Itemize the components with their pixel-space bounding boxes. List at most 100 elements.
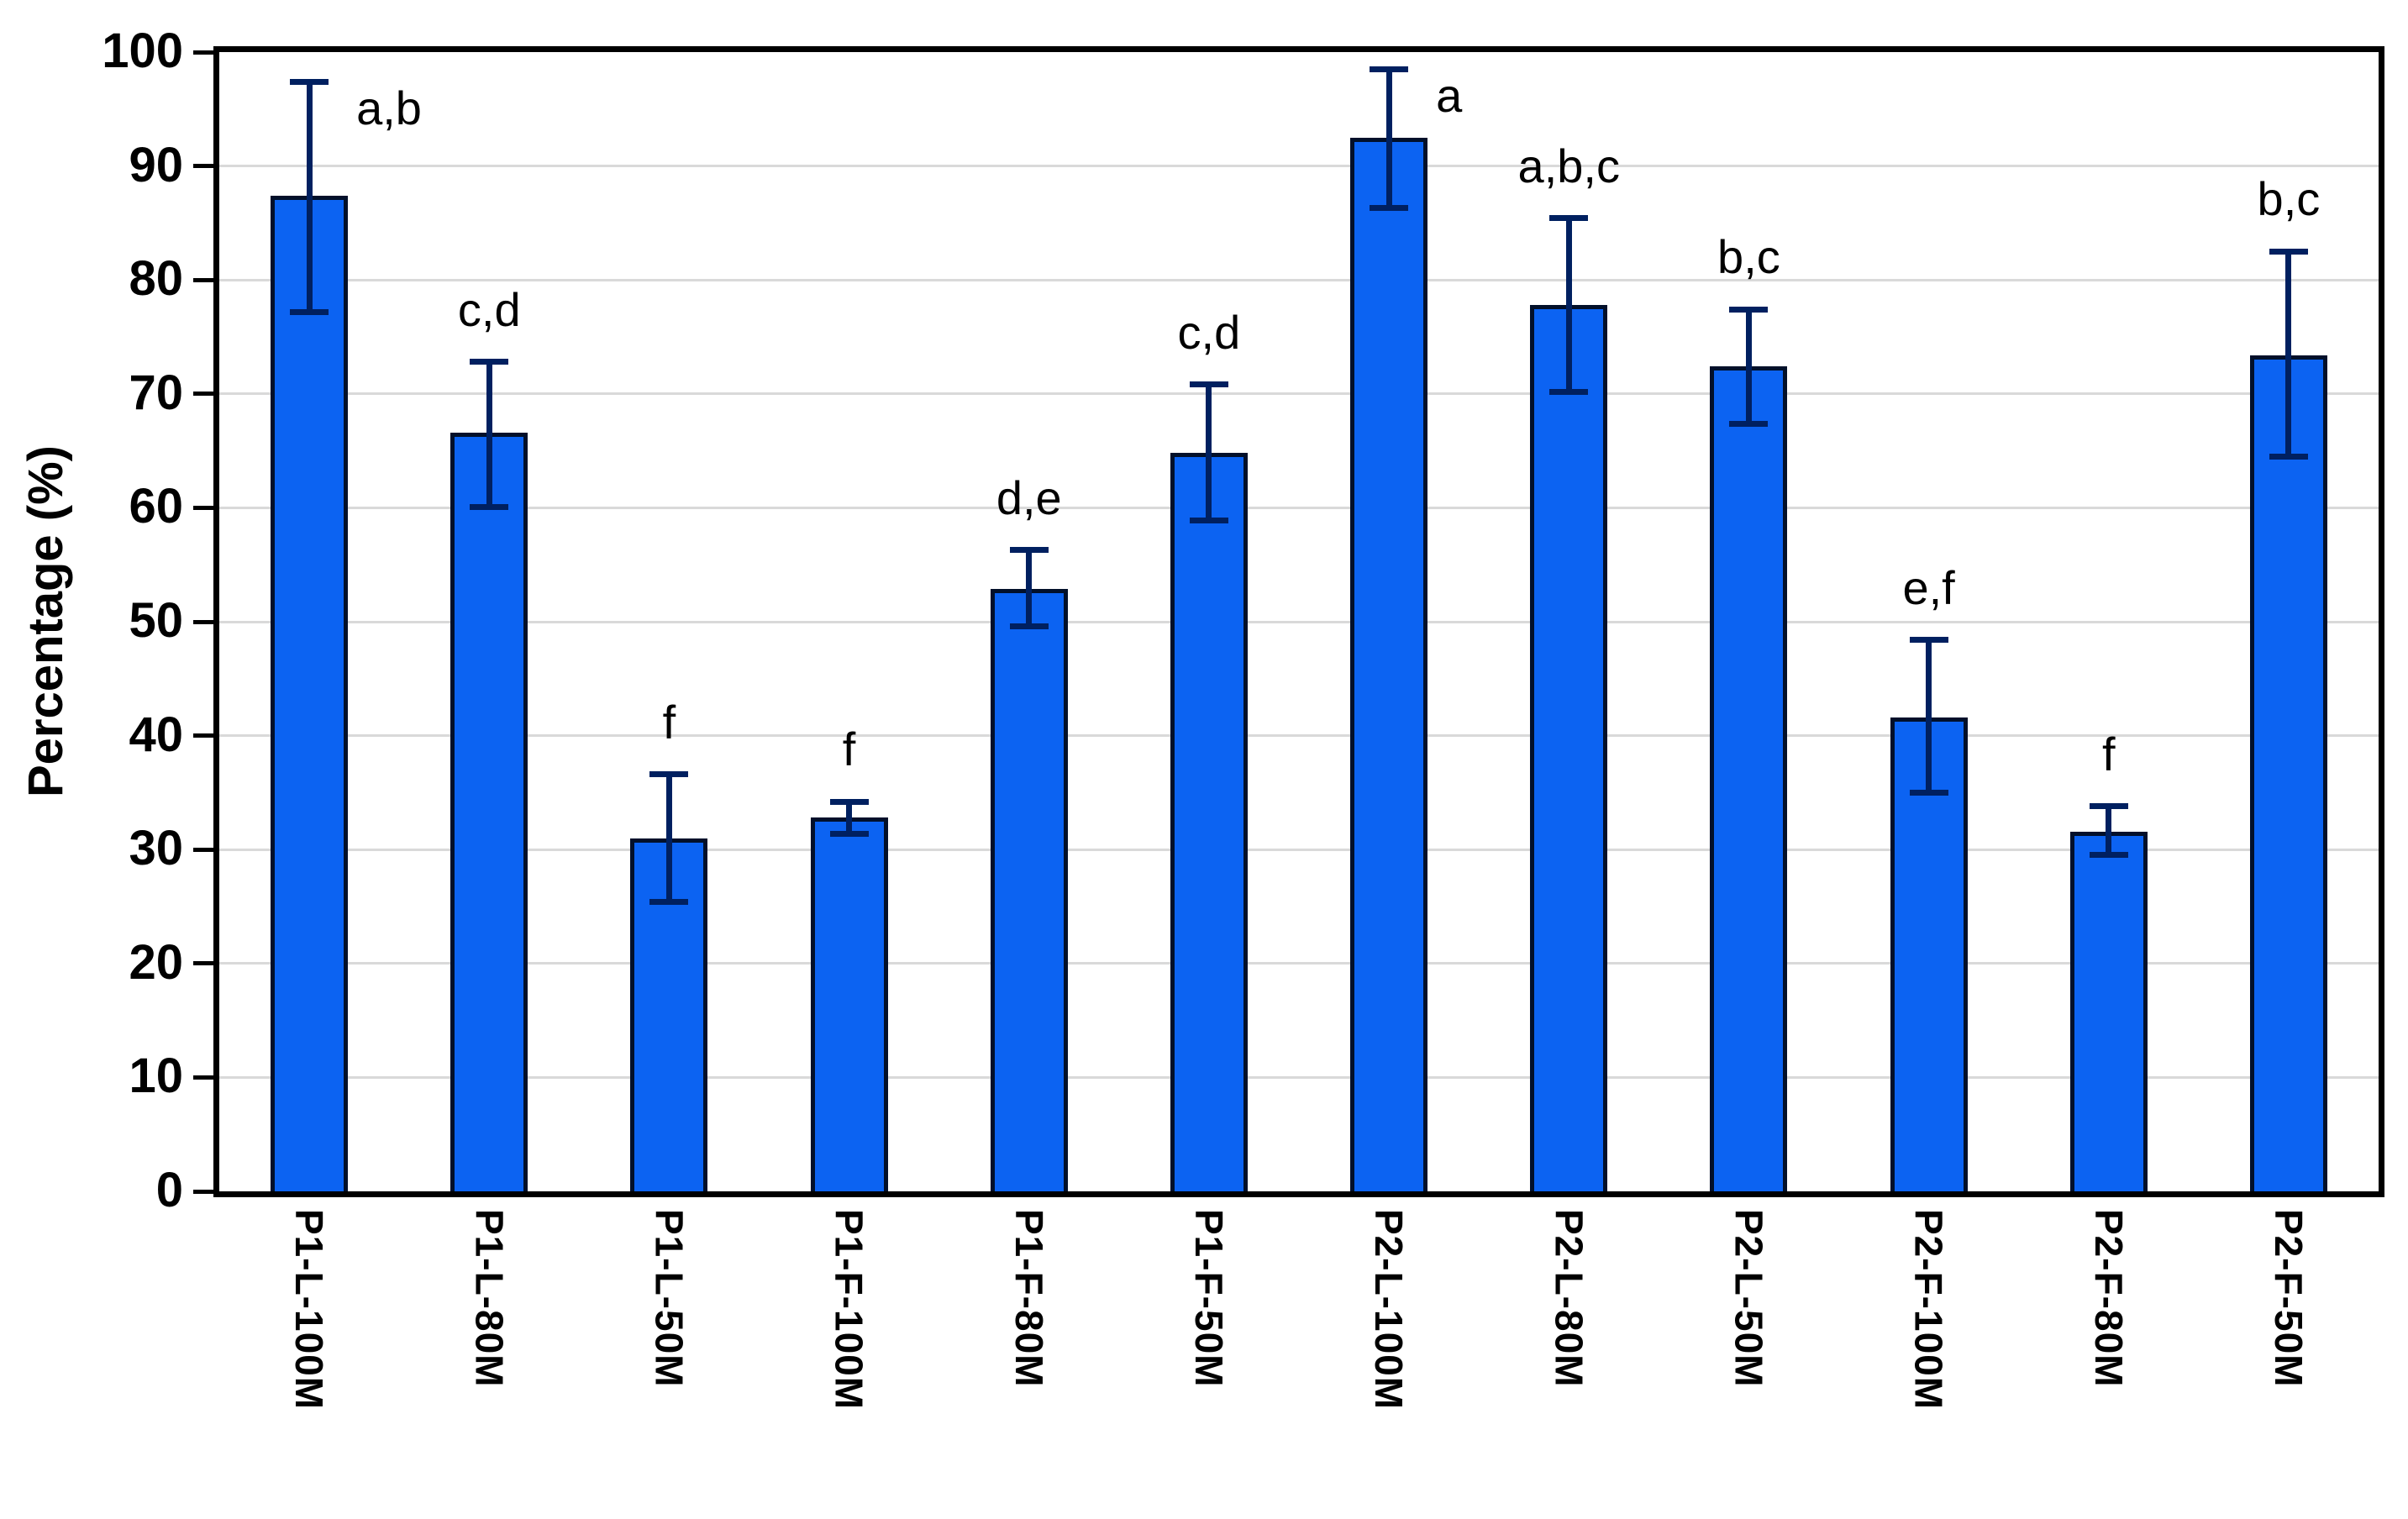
error-cap-top-P1-F-50M [1189, 381, 1228, 388]
x-tick-label-P1-L-100M: P1-L-100M [287, 1209, 332, 1411]
error-cap-bottom-P2-F-100M [1909, 789, 1948, 796]
gridline-40 [219, 734, 2379, 738]
sig-label-P1-L-50M: f [662, 695, 676, 749]
bar-P2-L-100M [1350, 137, 1428, 1191]
error-cap-bottom-P2-F-80M [2089, 852, 2128, 859]
bar-P1-L-100M [271, 195, 349, 1191]
sig-label-P1-L-80M: c,d [457, 282, 521, 336]
y-tick-80 [193, 277, 213, 282]
error-cap-top-P2-F-80M [2089, 803, 2128, 810]
error-cap-top-P1-F-80M [1009, 547, 1049, 554]
bar-P2-F-50M [2249, 355, 2327, 1191]
y-tick-label-70: 70 [129, 365, 183, 420]
y-tick-label-90: 90 [129, 137, 183, 192]
error-cap-bottom-P1-L-100M [290, 308, 329, 315]
y-tick-70 [193, 392, 213, 397]
bar-P2-F-100M [1890, 717, 1968, 1191]
gridline-80 [219, 278, 2379, 281]
error-bar-P1-L-100M [306, 81, 313, 313]
y-tick-label-50: 50 [129, 593, 183, 648]
sig-label-P2-F-80M: f [2101, 727, 2116, 781]
y-tick-20 [193, 961, 213, 966]
error-cap-bottom-P2-L-100M [1370, 205, 1409, 212]
x-tick-label-P2-L-80M: P2-L-80M [1547, 1209, 1591, 1388]
y-tick-label-80: 80 [129, 251, 183, 307]
sig-label-P2-L-50M: b,c [1717, 230, 1780, 284]
x-tick-label-P2-L-50M: P2-L-50M [1727, 1209, 1771, 1388]
bar-P2-L-80M [1530, 305, 1608, 1191]
error-cap-bottom-P2-L-80M [1549, 388, 1589, 395]
sig-label-P1-F-50M: c,d [1177, 305, 1241, 359]
gridline-50 [219, 620, 2379, 623]
y-tick-100 [193, 50, 213, 55]
bar-P1-L-80M [450, 432, 528, 1191]
x-tick-label-P1-F-80M: P1-F-80M [1007, 1209, 1051, 1388]
error-cap-bottom-P1-F-50M [1189, 517, 1228, 523]
gridline-20 [219, 962, 2379, 965]
bar-P1-F-100M [810, 817, 888, 1191]
bar-P1-F-80M [990, 588, 1068, 1191]
y-tick-label-20: 20 [129, 934, 183, 990]
sig-label-P2-L-80M: a,b,c [1517, 139, 1620, 192]
y-tick-label-10: 10 [129, 1049, 183, 1104]
sig-label-P1-F-100M: f [842, 723, 856, 776]
x-tick-label-P1-L-50M: P1-L-50M [647, 1209, 691, 1388]
error-bar-P1-F-80M [1026, 549, 1033, 627]
y-tick-10 [193, 1075, 213, 1080]
error-cap-top-P2-L-80M [1549, 215, 1589, 222]
sig-label-P2-F-100M: e,f [1902, 560, 1955, 614]
error-cap-top-P2-F-50M [2269, 248, 2308, 255]
error-cap-bottom-P1-F-100M [829, 830, 869, 837]
gridline-60 [219, 506, 2379, 509]
x-tick-label-P2-F-100M: P2-F-100M [1906, 1209, 1951, 1411]
bar-P1-F-50M [1170, 453, 1248, 1191]
y-tick-label-0: 0 [155, 1163, 183, 1217]
error-cap-top-P1-L-50M [649, 771, 689, 778]
error-bar-P1-L-50M [665, 774, 672, 902]
error-bar-P2-L-80M [1565, 218, 1572, 392]
error-cap-bottom-P1-F-80M [1009, 623, 1049, 629]
x-tick-label-P2-L-100M: P2-L-100M [1367, 1209, 1412, 1411]
sig-label-P2-F-50M: b,c [2257, 172, 2321, 226]
error-cap-bottom-P2-L-50M [1729, 420, 1769, 427]
x-tick-label-P2-F-80M: P2-F-80M [2086, 1209, 2131, 1388]
y-tick-60 [193, 505, 213, 510]
error-cap-top-P1-F-100M [829, 798, 869, 805]
error-cap-top-P1-L-100M [290, 78, 329, 85]
sig-label-P2-L-100M: a [1436, 69, 1463, 123]
error-cap-top-P2-L-100M [1370, 66, 1409, 72]
sig-label-P1-L-100M: a,b [356, 81, 422, 135]
gridline-10 [219, 1075, 2379, 1079]
error-bar-P1-F-50M [1206, 384, 1212, 521]
error-cap-top-P2-L-50M [1729, 306, 1769, 313]
y-tick-label-30: 30 [129, 821, 183, 876]
bar-P2-L-50M [1710, 366, 1788, 1191]
y-tick-50 [193, 619, 213, 624]
gridline-90 [219, 165, 2379, 168]
error-bar-P2-F-50M [2285, 251, 2292, 457]
y-tick-40 [193, 733, 213, 738]
error-bar-P1-F-100M [846, 802, 853, 834]
error-bar-P1-L-80M [486, 361, 492, 507]
error-cap-bottom-P1-L-80M [470, 503, 509, 510]
y-tick-30 [193, 847, 213, 852]
error-bar-P2-L-100M [1385, 69, 1392, 208]
y-tick-label-40: 40 [129, 707, 183, 762]
bar-P2-F-80M [2069, 831, 2148, 1191]
error-cap-top-P1-L-80M [470, 359, 509, 365]
x-tick-label-P1-L-80M: P1-L-80M [467, 1209, 512, 1388]
gridline-30 [219, 848, 2379, 851]
x-tick-label-P1-F-50M: P1-F-50M [1186, 1209, 1231, 1388]
error-cap-bottom-P2-F-50M [2269, 453, 2308, 460]
error-cap-bottom-P1-L-50M [649, 899, 689, 906]
y-tick-0 [193, 1189, 213, 1194]
x-tick-label-P1-F-100M: P1-F-100M [827, 1209, 871, 1411]
gridline-70 [219, 392, 2379, 396]
sig-label-P1-F-80M: d,e [996, 470, 1062, 524]
error-bar-P2-L-50M [1745, 309, 1752, 424]
y-tick-label-100: 100 [102, 24, 183, 78]
x-tick-label-P2-F-50M: P2-F-50M [2266, 1209, 2311, 1388]
y-tick-label-60: 60 [129, 479, 183, 534]
error-bar-P2-F-80M [2106, 806, 2112, 855]
